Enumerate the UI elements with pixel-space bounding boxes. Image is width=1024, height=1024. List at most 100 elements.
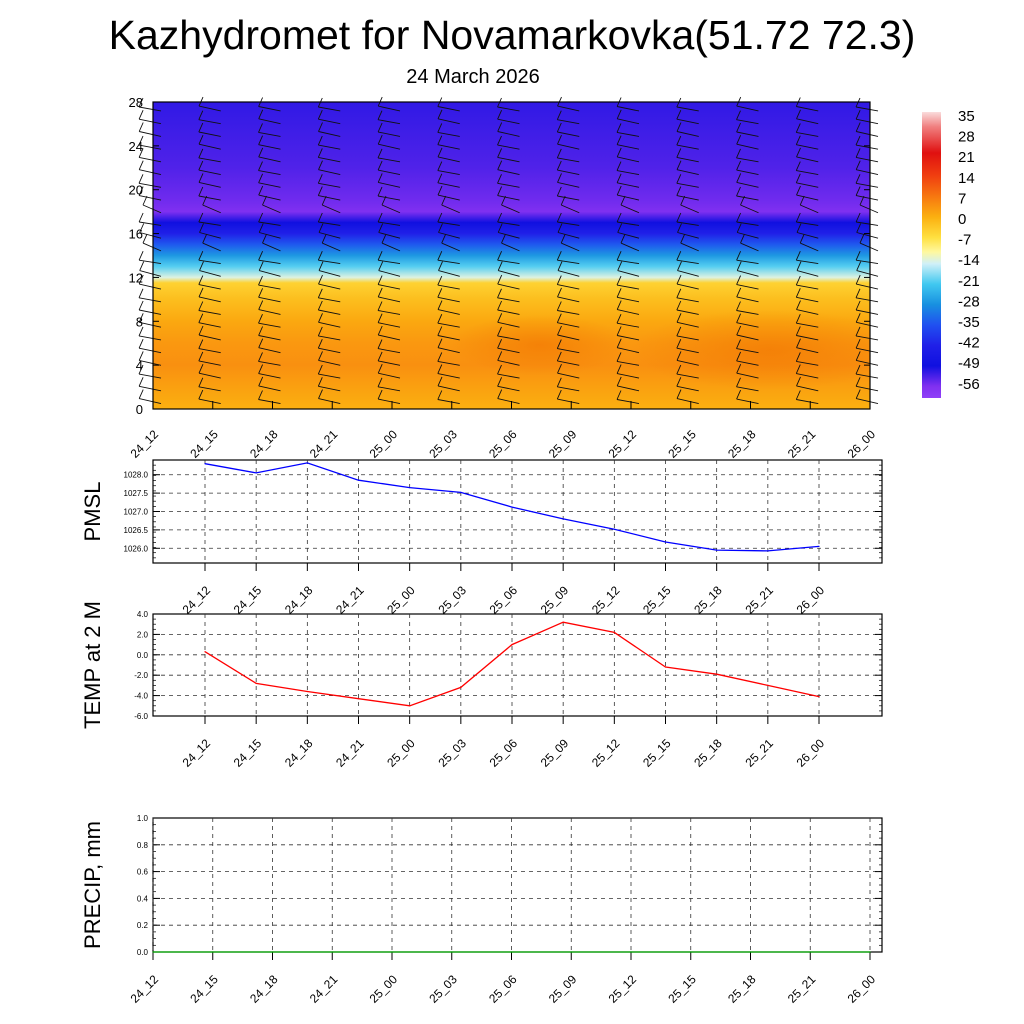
wind-barb (497, 377, 520, 392)
wind-barb (501, 233, 520, 252)
data-point (255, 472, 257, 474)
wind-barb (377, 351, 401, 366)
wind-barb (198, 364, 221, 379)
wind-barb (556, 275, 580, 290)
x-tick-label: 24_18 (247, 972, 281, 1006)
data-point (451, 951, 453, 953)
wind-barb (676, 364, 699, 379)
wind-barb (318, 223, 341, 239)
wind-barb (198, 122, 221, 137)
wind-barb (198, 186, 221, 201)
y-tick-label: 16 (129, 227, 143, 242)
wind-barb (437, 300, 460, 315)
wind-barb (740, 233, 759, 252)
wind-barb (556, 339, 580, 354)
data-point (510, 951, 513, 953)
wind-barb (258, 364, 281, 379)
chart-subtitle: 24 March 2026 (406, 66, 540, 88)
wind-barb (795, 161, 819, 176)
data-point (749, 951, 752, 953)
x-tick-label: 25_03 (435, 736, 469, 770)
wind-barb (437, 338, 460, 354)
wind-barb (437, 123, 460, 137)
x-tick-label: 25_12 (589, 583, 623, 617)
y-tick-label: 0.0 (137, 651, 149, 660)
data-point (562, 518, 564, 520)
wind-barb (616, 376, 640, 392)
wind-barb (616, 326, 640, 341)
data-point (306, 462, 308, 464)
wind-barb (617, 261, 640, 277)
data-point (818, 545, 820, 548)
wind-barb (736, 389, 759, 404)
x-tick-label: 25_06 (487, 583, 521, 617)
wind-barb (855, 274, 879, 290)
data-point (562, 621, 564, 623)
wind-barb (736, 135, 759, 150)
colorbar-label: 0 (958, 211, 966, 228)
wind-barb (855, 135, 879, 150)
wind-barb (796, 147, 819, 163)
data-point (613, 631, 615, 634)
wind-barb (556, 377, 580, 392)
wind-barb (855, 160, 879, 176)
wind-barb (377, 377, 401, 392)
wind-barb (437, 185, 460, 201)
wind-barb (258, 251, 281, 265)
x-tick-label: 25_15 (665, 427, 699, 461)
wind-barb (138, 110, 162, 125)
wind-barb (317, 326, 341, 341)
wind-barb (198, 313, 221, 328)
wind-barb (556, 160, 580, 176)
wind-barb (318, 274, 341, 290)
x-tick-label: 25_21 (785, 427, 819, 461)
wind-barb (497, 313, 520, 328)
wind-barb (676, 300, 699, 315)
x-tick-label: 24_15 (187, 972, 221, 1006)
wind-barb (437, 376, 460, 392)
x-tick-label: 24_12 (128, 972, 162, 1006)
wind-barb (556, 313, 580, 328)
data-point (869, 951, 871, 953)
wind-barb (556, 212, 580, 226)
wind-barb (795, 390, 819, 404)
wind-barb (138, 160, 162, 176)
wind-barb (258, 123, 281, 137)
wind-barb (258, 135, 281, 150)
wind-barb (198, 339, 221, 354)
x-tick-label: 25_09 (538, 583, 572, 617)
data-point (460, 686, 462, 689)
wind-barb (258, 314, 281, 328)
wind-barb (795, 326, 819, 341)
colorbar-label: 35 (958, 108, 975, 125)
wind-barb (736, 212, 759, 226)
x-tick-label: 25_00 (384, 583, 418, 617)
wind-barb (318, 313, 341, 328)
wind-barb (258, 300, 281, 315)
wind-barb (437, 251, 460, 265)
x-tick-label: 25_15 (665, 972, 699, 1006)
x-tick-label: 25_21 (785, 972, 819, 1006)
colorbar-fill (922, 112, 941, 398)
wind-barb (258, 352, 281, 366)
wind-barb (855, 288, 879, 303)
data-point (271, 951, 274, 953)
wind-barb (676, 186, 699, 201)
wind-barb (796, 300, 819, 315)
wind-barb (497, 274, 520, 290)
wind-barb (736, 186, 759, 201)
y-tick-label: 12 (129, 270, 143, 285)
wind-barb (258, 161, 281, 176)
y-axis-label: PMSL (80, 482, 105, 542)
wind-barb (138, 288, 162, 303)
wind-barb (377, 251, 401, 265)
wind-barb (736, 287, 759, 303)
wind-barb (198, 173, 221, 188)
wind-barb (736, 160, 759, 176)
data-point (152, 951, 154, 953)
wind-barb (497, 364, 520, 379)
wind-barb (616, 352, 640, 366)
wind-barb (377, 173, 401, 188)
precip-panel: 0.0 0.2 0.4 0.6 0.8 1.0 24_12 24_15 24_18 24_21 25… (80, 814, 883, 1006)
colorbar-label: -28 (958, 293, 980, 310)
